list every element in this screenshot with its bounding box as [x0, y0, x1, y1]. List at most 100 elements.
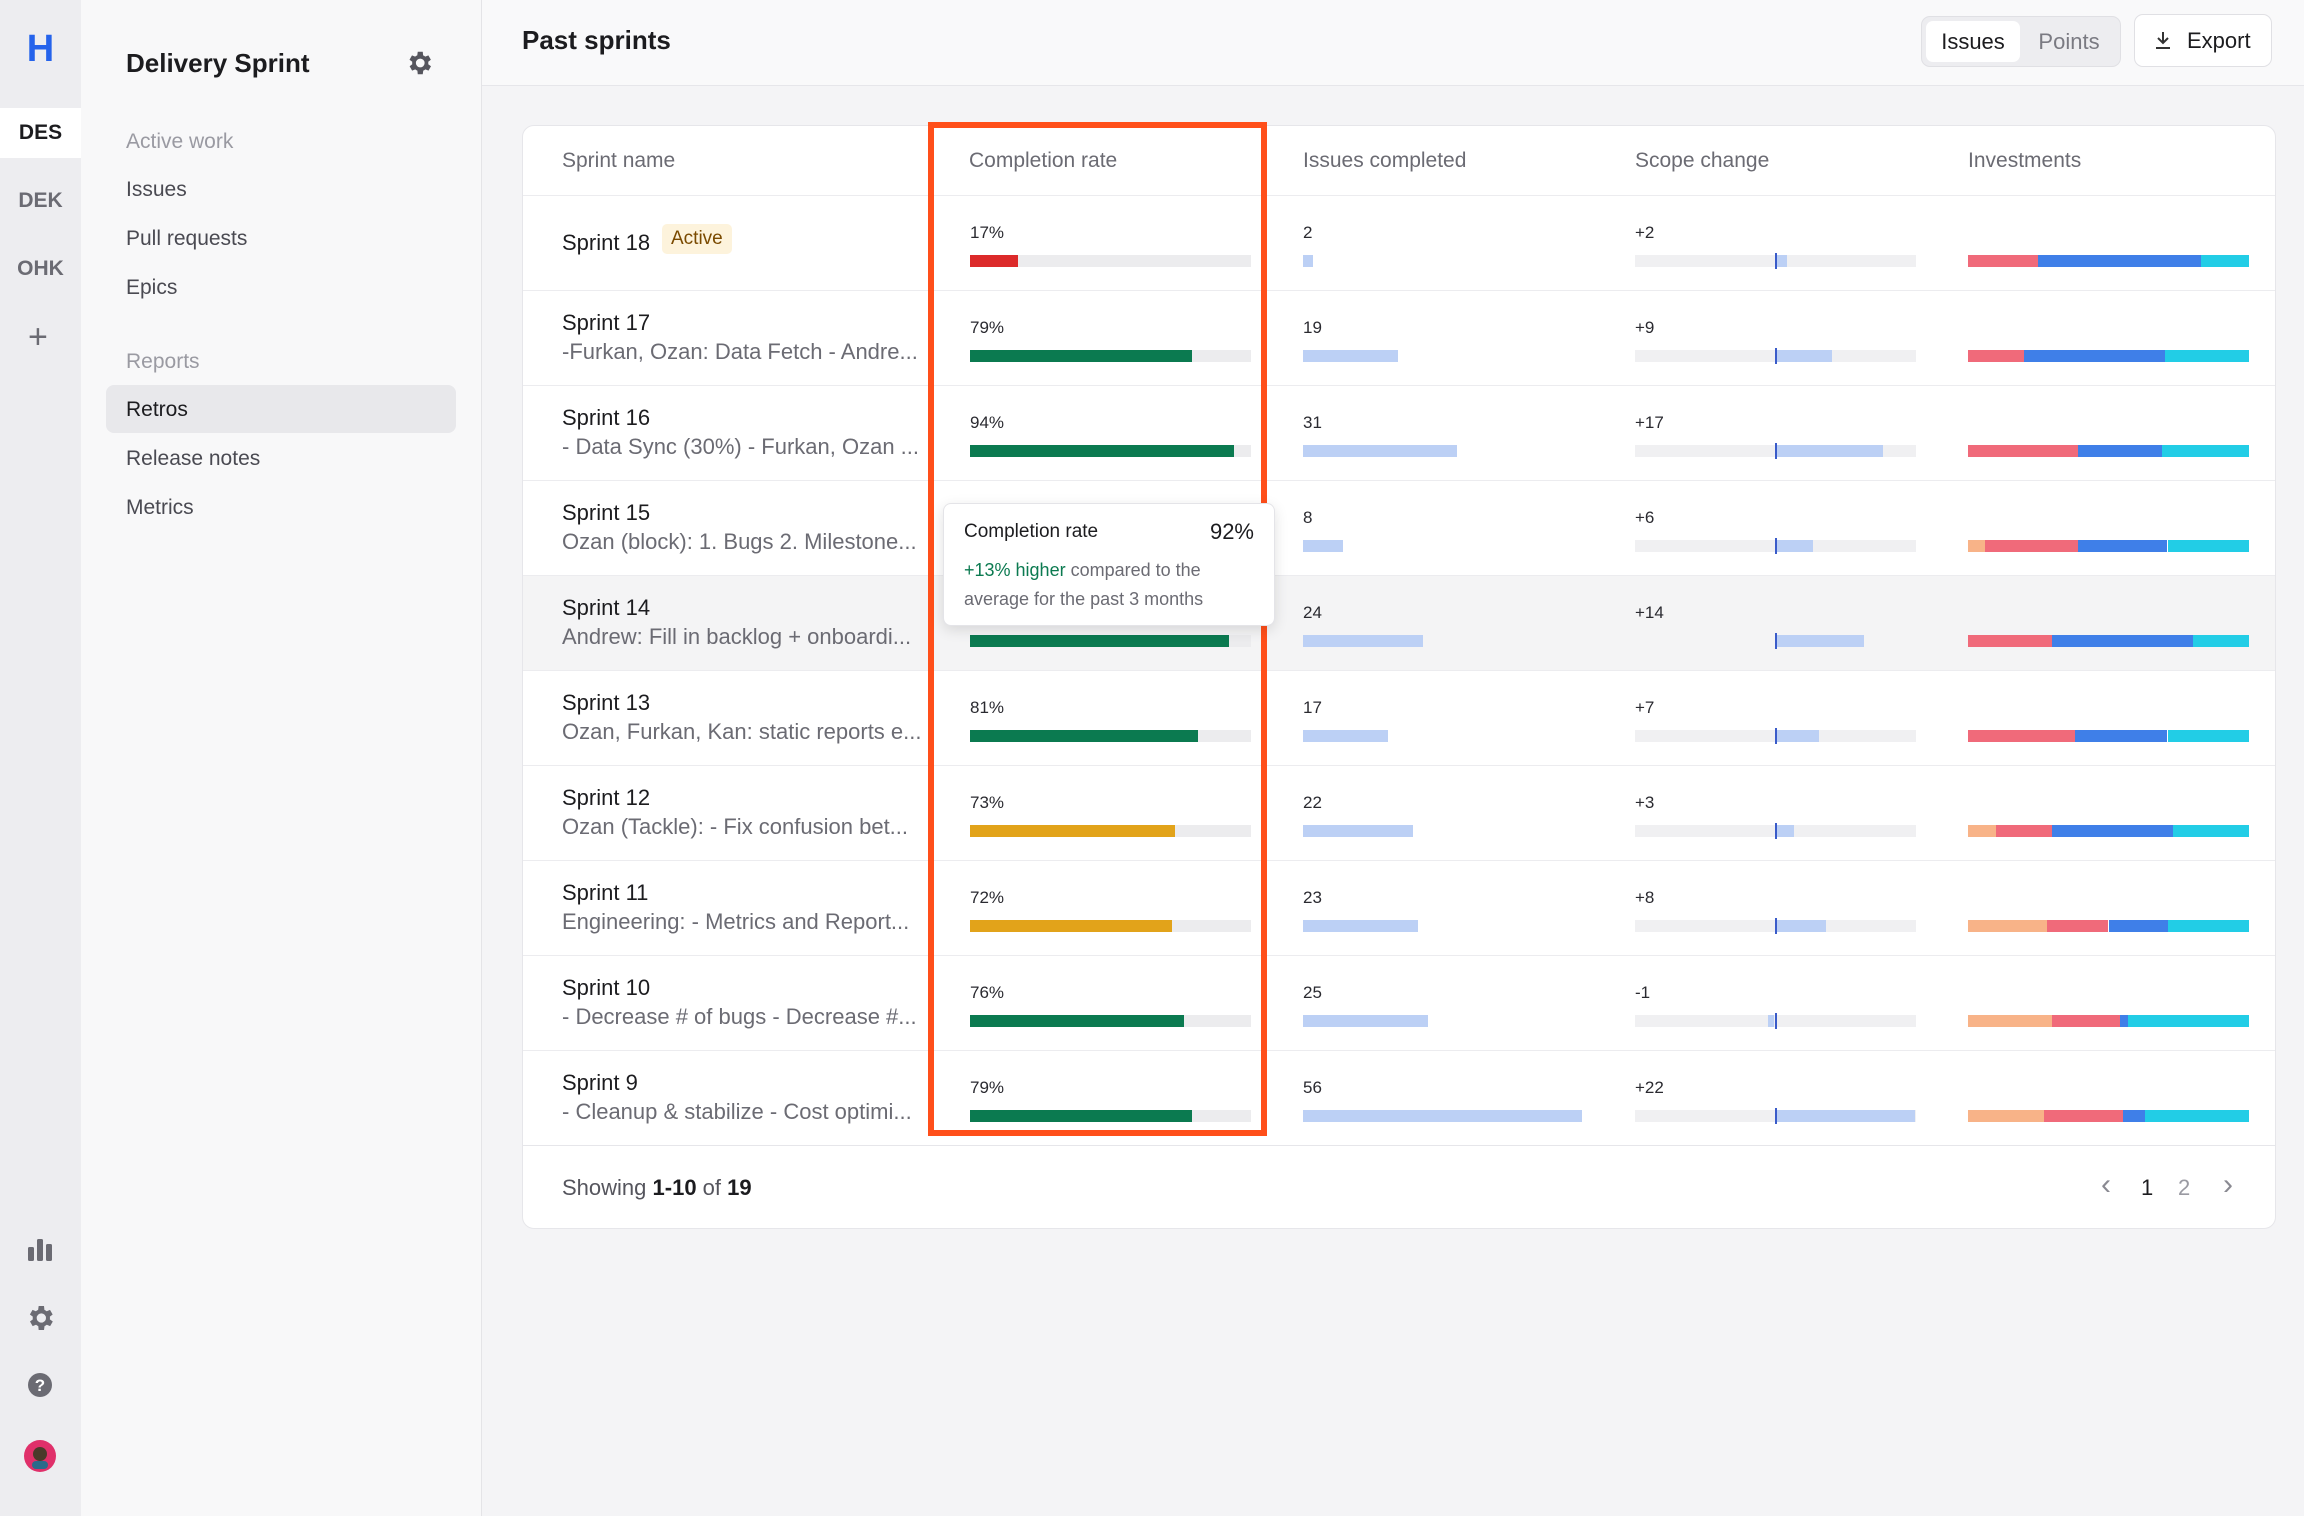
project-settings[interactable]: [404, 48, 434, 78]
download-icon: [2156, 32, 2170, 49]
investment-segment: [1968, 1015, 2053, 1027]
issues-bar: [1303, 350, 1398, 362]
workspace[interactable]: DES: [0, 108, 81, 158]
investment-segment: [1968, 540, 1985, 552]
next-page[interactable]: ›: [2223, 1168, 2233, 1201]
investment-segment: [2038, 255, 2202, 267]
scope-zero: [1774, 633, 1777, 649]
table-row[interactable]: Sprint 10 - Decrease # of bugs - Decrease…: [523, 955, 2275, 1051]
help-icon[interactable]: ?: [24, 1369, 56, 1401]
scope-bar: [1774, 730, 1820, 742]
scope-label: +7: [1635, 698, 1655, 717]
completion-label: 79%: [970, 1078, 1005, 1097]
analytics-icon[interactable]: [24, 1234, 56, 1266]
settings-icon[interactable]: [24, 1302, 56, 1334]
workspace[interactable]: OHK: [17, 257, 64, 280]
sprint-name: Sprint 9: [562, 1070, 638, 1095]
showing-part: 19: [727, 1175, 752, 1200]
showing-part: 1-10: [652, 1175, 697, 1200]
investment-segment: [2024, 350, 2165, 362]
page-number[interactable]: 1: [2141, 1175, 2154, 1200]
scope-zero: [1774, 253, 1777, 269]
column-header: Scope change: [1635, 149, 1770, 172]
investment-segment: [1968, 920, 2047, 932]
sprint-note: - Decrease # of bugs - Decrease #...: [562, 1004, 917, 1029]
investment-segment: [2145, 1110, 2249, 1122]
table-row[interactable]: Sprint 16 - Data Sync (30%) - Furkan, Oza…: [523, 385, 2275, 481]
investment-segment: [1968, 1110, 2044, 1122]
status-badge: Active: [662, 224, 732, 254]
investment-segment: [1996, 825, 2053, 837]
issues-bar: [1303, 920, 1418, 932]
nav-heading: Reports: [126, 350, 200, 373]
column-header: Sprint name: [562, 149, 676, 172]
investment-segment: [2173, 825, 2249, 837]
workspace[interactable]: DEK: [18, 189, 63, 212]
nav-item[interactable]: Metrics: [126, 496, 194, 519]
logo[interactable]: H: [26, 28, 55, 70]
sprint-name: Sprint 12: [562, 785, 651, 810]
table-row[interactable]: Sprint 11 Engineering: - Metrics and Repo…: [523, 860, 2275, 956]
completion-bar: [970, 445, 1235, 457]
issues-bar: [1303, 1110, 1582, 1122]
table-row[interactable]: Sprint 14 Andrew: Fill in backlog + onboa…: [523, 575, 2275, 671]
table-row[interactable]: Sprint 9 - Cleanup & stabilize - Cost opt…: [523, 1050, 2275, 1146]
column-highlight: [928, 122, 1267, 1136]
completion-label: 17%: [970, 223, 1005, 242]
sprint-note: Ozan (block): 1. Bugs 2. Milestone...: [562, 529, 917, 554]
toggle-option[interactable]: Issues: [1926, 21, 2020, 62]
tooltip-detail: compared to the average for the past 3 m…: [964, 560, 1204, 609]
nav-item[interactable]: Issues: [126, 178, 187, 201]
sprint-note: - Data Sync (30%) - Furkan, Ozan ...: [562, 434, 920, 459]
sprint-name: Sprint 14: [562, 595, 651, 620]
sidebar: Delivery Sprint Active work Issues Pull re…: [81, 0, 482, 1516]
issues-bar: [1303, 730, 1388, 742]
scope-label: +17: [1635, 413, 1664, 432]
scope-bar: [1774, 635, 1864, 647]
investment-segment: [2052, 825, 2174, 837]
main: Past sprints Issues Points Export Sprint…: [482, 0, 2304, 1516]
prev-page[interactable]: ‹: [2101, 1168, 2111, 1201]
issues-label: 22: [1303, 793, 1322, 812]
sprint-note: Engineering: - Metrics and Report...: [562, 909, 910, 934]
nav-item[interactable]: Epics: [126, 276, 178, 299]
investment-segment: [1968, 635, 2053, 647]
nav-heading: Active work: [126, 130, 234, 153]
column-header: Completion rate: [969, 149, 1118, 172]
investment-segment: [2164, 350, 2249, 362]
page-number[interactable]: 2: [2178, 1175, 2191, 1200]
footer: Showing 1-10 of 19 ‹ 1 2 ›: [523, 1145, 2275, 1230]
add-workspace[interactable]: +: [28, 318, 48, 356]
investment-segment: [1968, 445, 2078, 457]
scope-zero: [1774, 538, 1777, 554]
table-row[interactable]: Sprint 17 -Furkan, Ozan: Data Fetch - And…: [523, 290, 2275, 386]
toggle-option[interactable]: Points: [2038, 29, 2100, 54]
table-row[interactable]: Sprint 15 Ozan (block): 1. Bugs 2. Milest…: [523, 480, 2275, 576]
scope-label: +2: [1635, 223, 1655, 242]
sprint-name: Sprint 16: [562, 405, 651, 430]
column-header: Issues completed: [1303, 149, 1467, 172]
scope-bar: [1774, 920, 1826, 932]
nav-item[interactable]: Retros: [126, 398, 188, 421]
scope-zero: [1774, 348, 1777, 364]
sprint-note: - Cleanup & stabilize - Cost optimi...: [562, 1099, 912, 1124]
export-button[interactable]: Export: [2134, 14, 2272, 67]
tooltip-title: Completion rate: [964, 521, 1099, 542]
scope-zero: [1774, 823, 1777, 839]
scope-label: +6: [1635, 508, 1655, 527]
table-row[interactable]: Sprint 12 Ozan (Tackle): - Fix confusion …: [523, 765, 2275, 861]
user-avatar[interactable]: [22, 1438, 58, 1474]
table-row[interactable]: Sprint 13 Ozan, Furkan, Kan: static repor…: [523, 670, 2275, 766]
nav-item[interactable]: Release notes: [126, 447, 261, 470]
issues-label: 25: [1303, 983, 1322, 1002]
scope-zero: [1774, 1013, 1777, 1029]
table-row[interactable]: Sprint 18 Active 17% 2 +2: [523, 195, 2275, 291]
investment-segment: [2077, 540, 2168, 552]
issues-label: 31: [1303, 413, 1322, 432]
svg-text:?: ?: [35, 1376, 45, 1395]
investment-segment: [1968, 730, 2075, 742]
investment-segment: [2077, 445, 2162, 457]
project-title: Delivery Sprint: [126, 48, 310, 78]
nav-item[interactable]: Pull requests: [126, 227, 248, 250]
issues-bar: [1303, 825, 1413, 837]
